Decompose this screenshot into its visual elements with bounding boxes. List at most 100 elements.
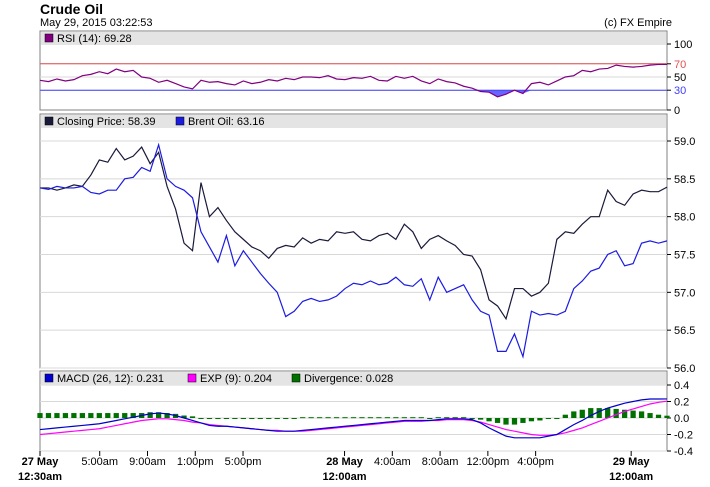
- divergence-bar: [308, 417, 314, 419]
- divergence-bar: [469, 418, 475, 419]
- divergence-bar: [393, 417, 399, 419]
- x-tick-label-time: 12:00am: [323, 471, 367, 483]
- x-tick-label: 1:00pm: [177, 456, 214, 468]
- divergence-bar: [503, 418, 509, 425]
- divergence-bar: [79, 413, 85, 418]
- divergence-bar: [630, 410, 636, 418]
- closing-legend-swatch: [44, 116, 54, 126]
- macd-legend-swatch: [44, 373, 54, 383]
- divergence-bar: [316, 417, 323, 419]
- divergence-bar: [588, 408, 594, 418]
- divergence-bar: [147, 412, 153, 418]
- rsi-tick-label: 30: [674, 85, 686, 97]
- divergence-bar: [54, 413, 60, 418]
- divergence-bar: [461, 417, 467, 419]
- divergence-bar: [215, 418, 221, 419]
- rsi-tick-label: 0: [674, 105, 680, 117]
- x-tick-label-date: 27 May: [22, 456, 60, 468]
- macd-legend-label: MACD (26, 12): 0.231: [57, 373, 164, 385]
- divergence-bar: [571, 411, 577, 418]
- divergence-bar: [223, 418, 230, 419]
- divergence-bar: [554, 418, 560, 419]
- rsi-legend-label: RSI (14): 69.28: [57, 33, 132, 45]
- exp-legend-swatch: [187, 373, 197, 383]
- x-tick-label: 5:00am: [81, 456, 118, 468]
- exp-line: [39, 400, 668, 436]
- divergence-bar: [232, 418, 238, 419]
- rsi-legend-swatch: [44, 33, 54, 43]
- divergence-bar: [105, 413, 111, 418]
- divergence-bar: [300, 417, 306, 419]
- divergence-bar: [579, 409, 585, 418]
- divergence-bar: [622, 409, 628, 418]
- rsi-legend-bar: [41, 32, 666, 45]
- divergence-bar: [511, 418, 518, 425]
- closing-line: [40, 146, 668, 321]
- divergence-bar: [427, 418, 433, 419]
- x-tick-label-time: 12:30am: [18, 471, 62, 483]
- divergence-bar: [520, 418, 526, 423]
- divergence-bar: [198, 418, 204, 419]
- x-tick-label-date: 29 May: [613, 456, 651, 468]
- divergence-bar: [537, 418, 543, 421]
- divergence-bar: [359, 417, 365, 419]
- divergence-bar: [638, 411, 645, 418]
- chart-timestamp: May 29, 2015 03:22:53: [40, 17, 153, 29]
- brent-legend-swatch: [175, 116, 185, 126]
- divergence-bar: [181, 415, 187, 418]
- divergence-bar: [418, 417, 424, 419]
- price-tick-label: 56.5: [674, 325, 695, 337]
- divergence-bar: [333, 417, 340, 419]
- price-tick-label: 57.5: [674, 250, 695, 262]
- x-axis: 27 May 12:30am 5:00am 9:00am 1:00pm 5:00pm 28 …: [18, 451, 653, 483]
- divergence-bar: [410, 417, 416, 419]
- divergence-bar: [435, 417, 441, 419]
- divergence-bar: [367, 417, 374, 419]
- x-tick-label-date: 28 May: [326, 456, 364, 468]
- x-tick-label: 12:00pm: [466, 456, 509, 468]
- divergence-bar: [291, 418, 297, 419]
- divergence-bar: [605, 408, 611, 418]
- divergence-bar: [376, 417, 382, 419]
- divergence-bar: [249, 418, 255, 419]
- rsi-tick-label: 50: [674, 72, 686, 84]
- rsi-tick-label: 70: [674, 59, 686, 71]
- divergence-bar: [350, 417, 357, 419]
- chart-credit: (c) FX Empire: [604, 17, 672, 29]
- divergence-bar: [545, 418, 552, 419]
- x-tick-label: 5:00pm: [225, 456, 262, 468]
- macd-tick-label: -0.2: [674, 430, 693, 442]
- divergence-bar: [257, 418, 263, 419]
- x-tick-label: 4:00am: [374, 456, 411, 468]
- price-panel: 56.0 56.5 57.0 57.5 58.0 58.5 59.0 Closing Pric…: [39, 113, 695, 375]
- price-tick-label: 57.0: [674, 287, 695, 299]
- price-tick-label: 58.0: [674, 212, 695, 224]
- divergence-bar: [266, 418, 272, 419]
- x-tick-label-time: 12:00am: [609, 471, 653, 483]
- x-tick-label: 9:00am: [129, 456, 166, 468]
- price-tick-label: 58.5: [674, 174, 695, 186]
- closing-legend-label: Closing Price: 58.39: [57, 116, 155, 128]
- divergence-bar: [528, 418, 535, 422]
- macd-tick-label: 0.4: [674, 380, 689, 392]
- divergence-bar: [62, 413, 69, 418]
- divergence-bar: [45, 413, 52, 418]
- macd-tick-label: 0.0: [674, 413, 689, 425]
- divergence-bar: [88, 413, 94, 418]
- divergence-bar: [494, 418, 501, 423]
- divergence-bar: [189, 416, 196, 418]
- macd-line: [39, 398, 668, 439]
- divergence-bar: [664, 415, 670, 418]
- divergence-bar: [325, 417, 331, 419]
- price-tick-label: 56.0: [674, 363, 695, 375]
- divergence-bar: [613, 408, 619, 418]
- x-tick-label: 8:00am: [422, 456, 459, 468]
- divergence-bar: [283, 418, 289, 419]
- brent-line: [39, 142, 668, 359]
- divergence-bar: [401, 417, 407, 419]
- divergence-bar: [342, 417, 348, 419]
- divergence-bar: [444, 417, 450, 419]
- rsi-line: [39, 63, 667, 98]
- divergence-bar: [96, 413, 102, 418]
